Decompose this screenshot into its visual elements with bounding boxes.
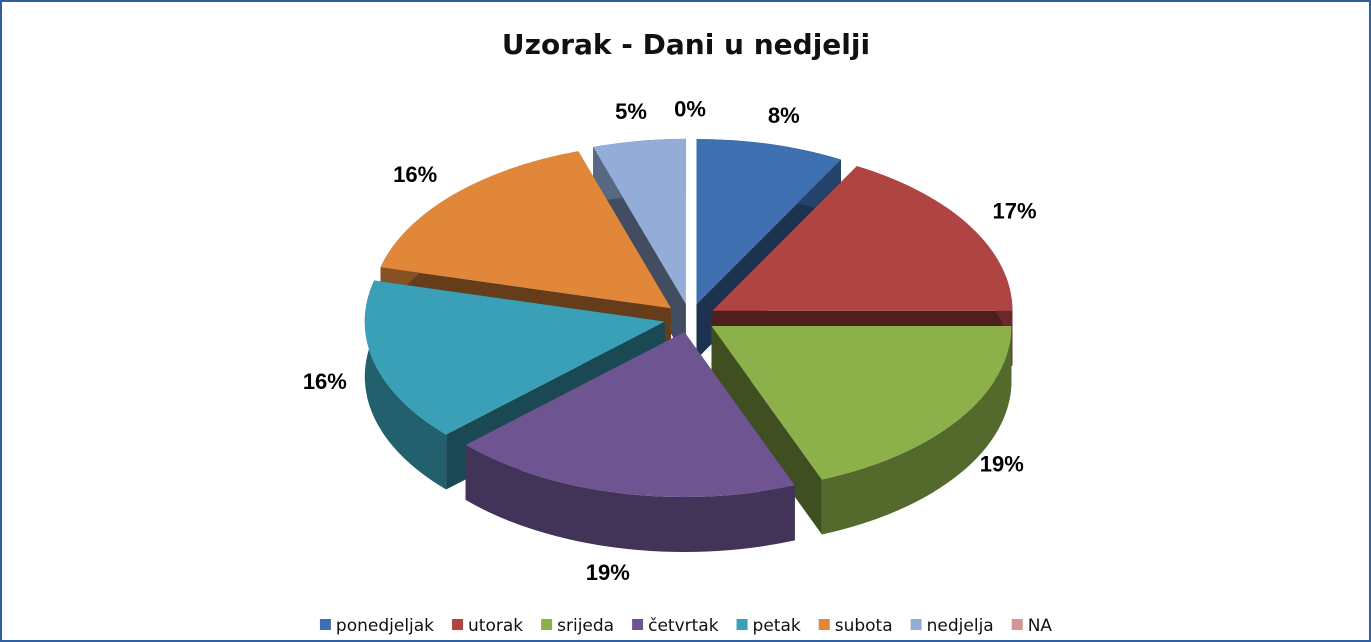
slice-side	[465, 444, 795, 552]
legend-swatch	[541, 619, 553, 630]
legend-label: subota	[835, 616, 893, 636]
data-label: 0%	[674, 96, 706, 121]
data-label: 19%	[586, 560, 630, 585]
slice	[712, 166, 1013, 311]
chart-title: Uzorak - Dani u nedjelji	[502, 28, 870, 61]
legend-label: petak	[753, 616, 801, 636]
legend-swatch	[632, 619, 644, 630]
data-label: 8%	[768, 103, 800, 128]
slice-side	[821, 326, 1012, 535]
legend-label: nedjelja	[927, 616, 994, 636]
legend-label: ponedjeljak	[336, 616, 434, 636]
legend-label: utorak	[468, 616, 523, 636]
slice-wall	[711, 326, 822, 535]
data-label: 5%	[615, 99, 647, 124]
pie: 8% 17% 19% 19% 16% 16% 5% 0%	[303, 96, 1037, 584]
legend-swatch	[910, 619, 922, 630]
slice	[465, 332, 795, 497]
slice	[711, 326, 1012, 480]
legend: ponedjeljak utorak srijeda četvrtak petak sub…	[319, 616, 1053, 636]
slice	[364, 280, 665, 435]
data-label: 17%	[992, 198, 1036, 223]
legend-swatch	[736, 619, 748, 630]
legend-label: NA	[1028, 616, 1053, 636]
slice	[696, 139, 841, 305]
data-label: 16%	[303, 369, 347, 394]
legend-swatch	[319, 619, 331, 630]
legend-swatch	[1011, 619, 1023, 630]
data-label: 19%	[980, 451, 1024, 476]
legend-label: četvrtak	[648, 616, 719, 636]
slice-side	[364, 280, 447, 490]
slice	[593, 138, 686, 304]
legend-swatch	[452, 619, 464, 630]
data-label: 16%	[393, 162, 437, 187]
legend-swatch	[818, 619, 830, 630]
slice	[380, 151, 671, 309]
legend-label: srijeda	[557, 616, 614, 636]
